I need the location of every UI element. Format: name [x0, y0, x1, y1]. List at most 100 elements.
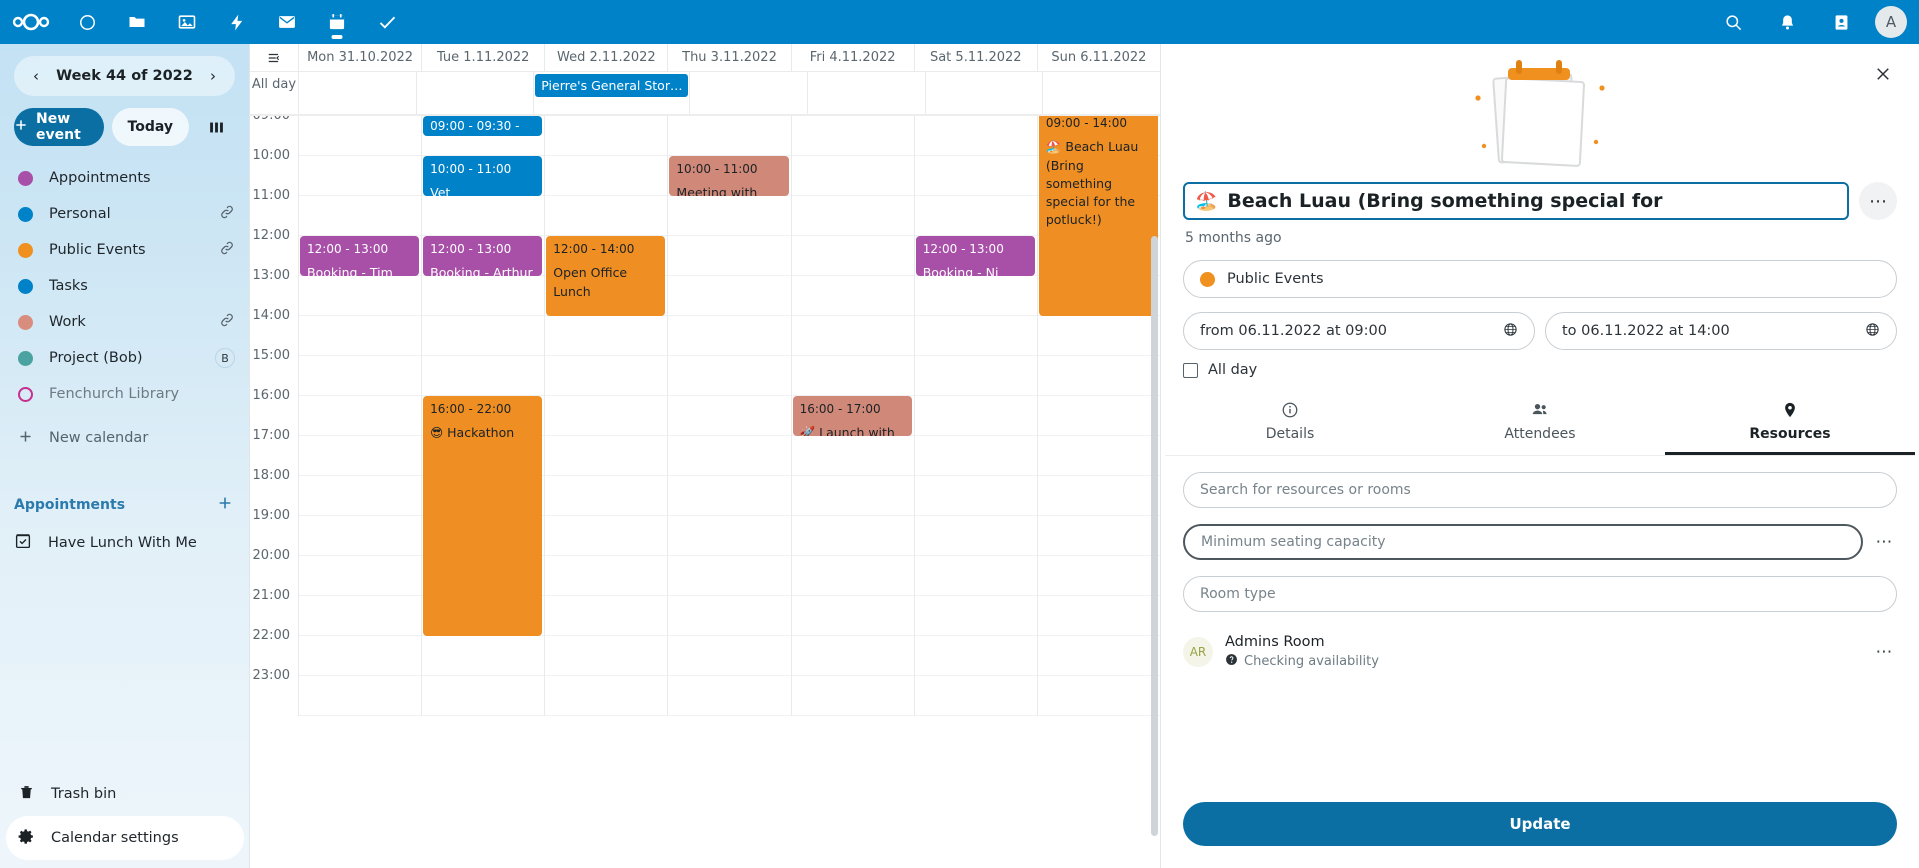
- calendar-picker[interactable]: Public Events: [1183, 260, 1897, 298]
- event-end-datetime[interactable]: to 06.11.2022 at 14:00: [1545, 312, 1897, 350]
- event-actions-menu[interactable]: ⋯: [1859, 182, 1897, 220]
- notifications-icon[interactable]: [1763, 0, 1811, 44]
- avatar[interactable]: A: [1875, 6, 1907, 38]
- calendar-item-fenchurch-library[interactable]: Fenchurch Library: [0, 376, 249, 412]
- calendar-item-personal[interactable]: Personal: [0, 196, 249, 232]
- people-icon: [1530, 400, 1550, 420]
- day-column-wed[interactable]: 12:00 - 14:00 Open Office Lunch: [544, 116, 668, 716]
- day-header[interactable]: Wed 2.11.2022: [544, 44, 667, 71]
- event-start-datetime[interactable]: from 06.11.2022 at 09:00: [1183, 312, 1535, 350]
- share-icon[interactable]: [219, 312, 235, 332]
- calendar-event[interactable]: 12:00 - 13:00 Booking - Ni (Knights: [915, 236, 1035, 276]
- close-panel-button[interactable]: [1867, 58, 1899, 90]
- info-icon: [1281, 400, 1299, 420]
- calendar-scrollbar[interactable]: [1151, 236, 1158, 836]
- all-day-event[interactable]: Pierre's General Stor…: [535, 74, 689, 97]
- capacity-more-options[interactable]: ⋯: [1875, 532, 1893, 552]
- new-event-button[interactable]: New event: [14, 108, 104, 146]
- color-dot: [18, 350, 33, 366]
- new-calendar-button[interactable]: New calendar: [0, 418, 249, 458]
- activity-icon[interactable]: [212, 0, 262, 44]
- calendar-event[interactable]: 10:00 - 11:00 Vet: [423, 156, 543, 196]
- resource-search-input[interactable]: Search for resources or rooms: [1183, 472, 1897, 508]
- tab-resources[interactable]: Resources: [1665, 392, 1915, 455]
- all-day-cell[interactable]: [298, 72, 416, 114]
- week-view-toggle[interactable]: [197, 108, 235, 146]
- tab-attendees-label: Attendees: [1504, 426, 1576, 442]
- add-appointment-button[interactable]: [217, 495, 233, 515]
- all-day-cell[interactable]: [415, 72, 534, 114]
- day-header[interactable]: Sun 6.11.2022: [1036, 44, 1160, 71]
- day-header[interactable]: Mon 31.10.2022: [298, 44, 421, 71]
- day-header[interactable]: Thu 3.11.2022: [667, 44, 790, 71]
- tab-attendees[interactable]: Attendees: [1415, 392, 1665, 455]
- calendar-event[interactable]: 12:00 - 14:00 Open Office Lunch: [546, 236, 666, 316]
- calendar-event[interactable]: 12:00 - 13:00 Booking - Arthur Dent: [423, 236, 543, 276]
- resource-more-options[interactable]: ⋯: [1875, 642, 1893, 662]
- all-day-cell[interactable]: [924, 72, 1043, 114]
- next-week-button[interactable]: ›: [210, 67, 216, 85]
- day-header[interactable]: Tue 1.11.2022: [421, 44, 544, 71]
- dashboard-icon[interactable]: [62, 0, 112, 44]
- calendar-icon[interactable]: [312, 0, 362, 44]
- nextcloud-logo[interactable]: [0, 13, 62, 31]
- mail-icon[interactable]: [262, 0, 312, 44]
- day-column-sun[interactable]: 09:00 - 14:00 🏖️ Beach Luau (Bring somet…: [1036, 116, 1160, 716]
- files-icon[interactable]: [112, 0, 162, 44]
- all-day-cell[interactable]: [1042, 72, 1160, 114]
- calendar-label: Work: [49, 314, 86, 330]
- day-header[interactable]: Sat 5.11.2022: [913, 44, 1037, 71]
- calendar-item-project-bob[interactable]: Project (Bob) B: [0, 340, 249, 376]
- event-title-input[interactable]: 🏖️ Beach Luau (Bring something special f…: [1183, 182, 1849, 220]
- calendar-item-appointments[interactable]: Appointments: [0, 160, 249, 196]
- calendar-event[interactable]: 16:00 - 22:00 😎 Hackathon: [423, 396, 543, 636]
- calendar-settings-button[interactable]: Calendar settings: [6, 816, 244, 860]
- day-column-fri[interactable]: 16:00 - 17:00 🚀 Launch with Elon: [790, 116, 914, 716]
- time-label: 18:00: [252, 468, 290, 483]
- calendar-event[interactable]: 16:00 - 17:00 🚀 Launch with Elon: [792, 396, 912, 436]
- photos-icon[interactable]: [162, 0, 212, 44]
- all-day-checkbox[interactable]: [1183, 362, 1198, 378]
- day-column-mon[interactable]: 12:00 - 13:00 Booking - Tim (Wizard): [298, 116, 422, 716]
- update-button[interactable]: Update: [1183, 802, 1897, 846]
- calendar-event-selected[interactable]: 09:00 - 14:00 🏖️ Beach Luau (Bring somet…: [1038, 116, 1158, 316]
- appointment-item-have-lunch-with-me[interactable]: Have Lunch With Me: [0, 522, 249, 564]
- tab-details[interactable]: Details: [1165, 392, 1415, 455]
- calendar-header: Mon 31.10.2022 Tue 1.11.2022 Wed 2.11.20…: [250, 44, 1160, 72]
- calendar-event[interactable]: 12:00 - 13:00 Booking - Tim (Wizard): [300, 236, 420, 276]
- contacts-icon[interactable]: [1817, 0, 1865, 44]
- minimum-seating-capacity-input[interactable]: Minimum seating capacity: [1183, 524, 1863, 560]
- collapse-sidebar-icon[interactable]: [250, 44, 298, 71]
- timezone-globe-icon[interactable]: [1865, 322, 1880, 341]
- day-column-thu[interactable]: 10:00 - 11:00 Meeting with Alice: [667, 116, 791, 716]
- day-column-tue[interactable]: 09:00 - 09:30 - Workflow 10:00 - 11:00 V…: [421, 116, 545, 716]
- time-label: 15:00: [252, 348, 290, 363]
- room-type-input[interactable]: Room type: [1183, 576, 1897, 612]
- resource-list-item[interactable]: AR Admins Room Checking availability ⋯: [1183, 634, 1897, 670]
- day-header[interactable]: Fri 4.11.2022: [790, 44, 914, 71]
- day-column-sat[interactable]: 12:00 - 13:00 Booking - Ni (Knights: [913, 116, 1037, 716]
- calendar-item-work[interactable]: Work: [0, 304, 249, 340]
- calendar-event[interactable]: 09:00 - 09:30 - Workflow: [423, 116, 543, 136]
- room-type-placeholder: Room type: [1200, 586, 1276, 602]
- share-icon[interactable]: [219, 240, 235, 260]
- today-button[interactable]: Today: [111, 108, 189, 146]
- share-icon[interactable]: [219, 204, 235, 224]
- all-day-checkbox-row[interactable]: All day: [1183, 362, 1897, 378]
- all-day-cell[interactable]: [689, 72, 807, 114]
- all-day-cell[interactable]: Pierre's General Stor…: [533, 72, 689, 114]
- calendar-event[interactable]: 10:00 - 11:00 Meeting with Alice: [669, 156, 789, 196]
- calendar-item-public-events[interactable]: Public Events: [0, 232, 249, 268]
- event-title: Open Office Lunch: [553, 265, 628, 299]
- search-icon[interactable]: [1709, 0, 1757, 44]
- calendar-item-tasks[interactable]: Tasks: [0, 268, 249, 304]
- all-day-cell[interactable]: [807, 72, 925, 114]
- trash-bin-button[interactable]: Trash bin: [6, 772, 244, 816]
- event-time-title: 09:00 - 09:30 - Workflow: [430, 119, 520, 133]
- panel-illustration: [1161, 44, 1919, 174]
- timezone-globe-icon[interactable]: [1503, 322, 1518, 341]
- beach-emoji-icon[interactable]: 🏖️: [1195, 190, 1218, 212]
- tasks-icon[interactable]: [362, 0, 412, 44]
- capacity-placeholder: Minimum seating capacity: [1201, 534, 1386, 550]
- previous-week-button[interactable]: ‹: [33, 67, 39, 85]
